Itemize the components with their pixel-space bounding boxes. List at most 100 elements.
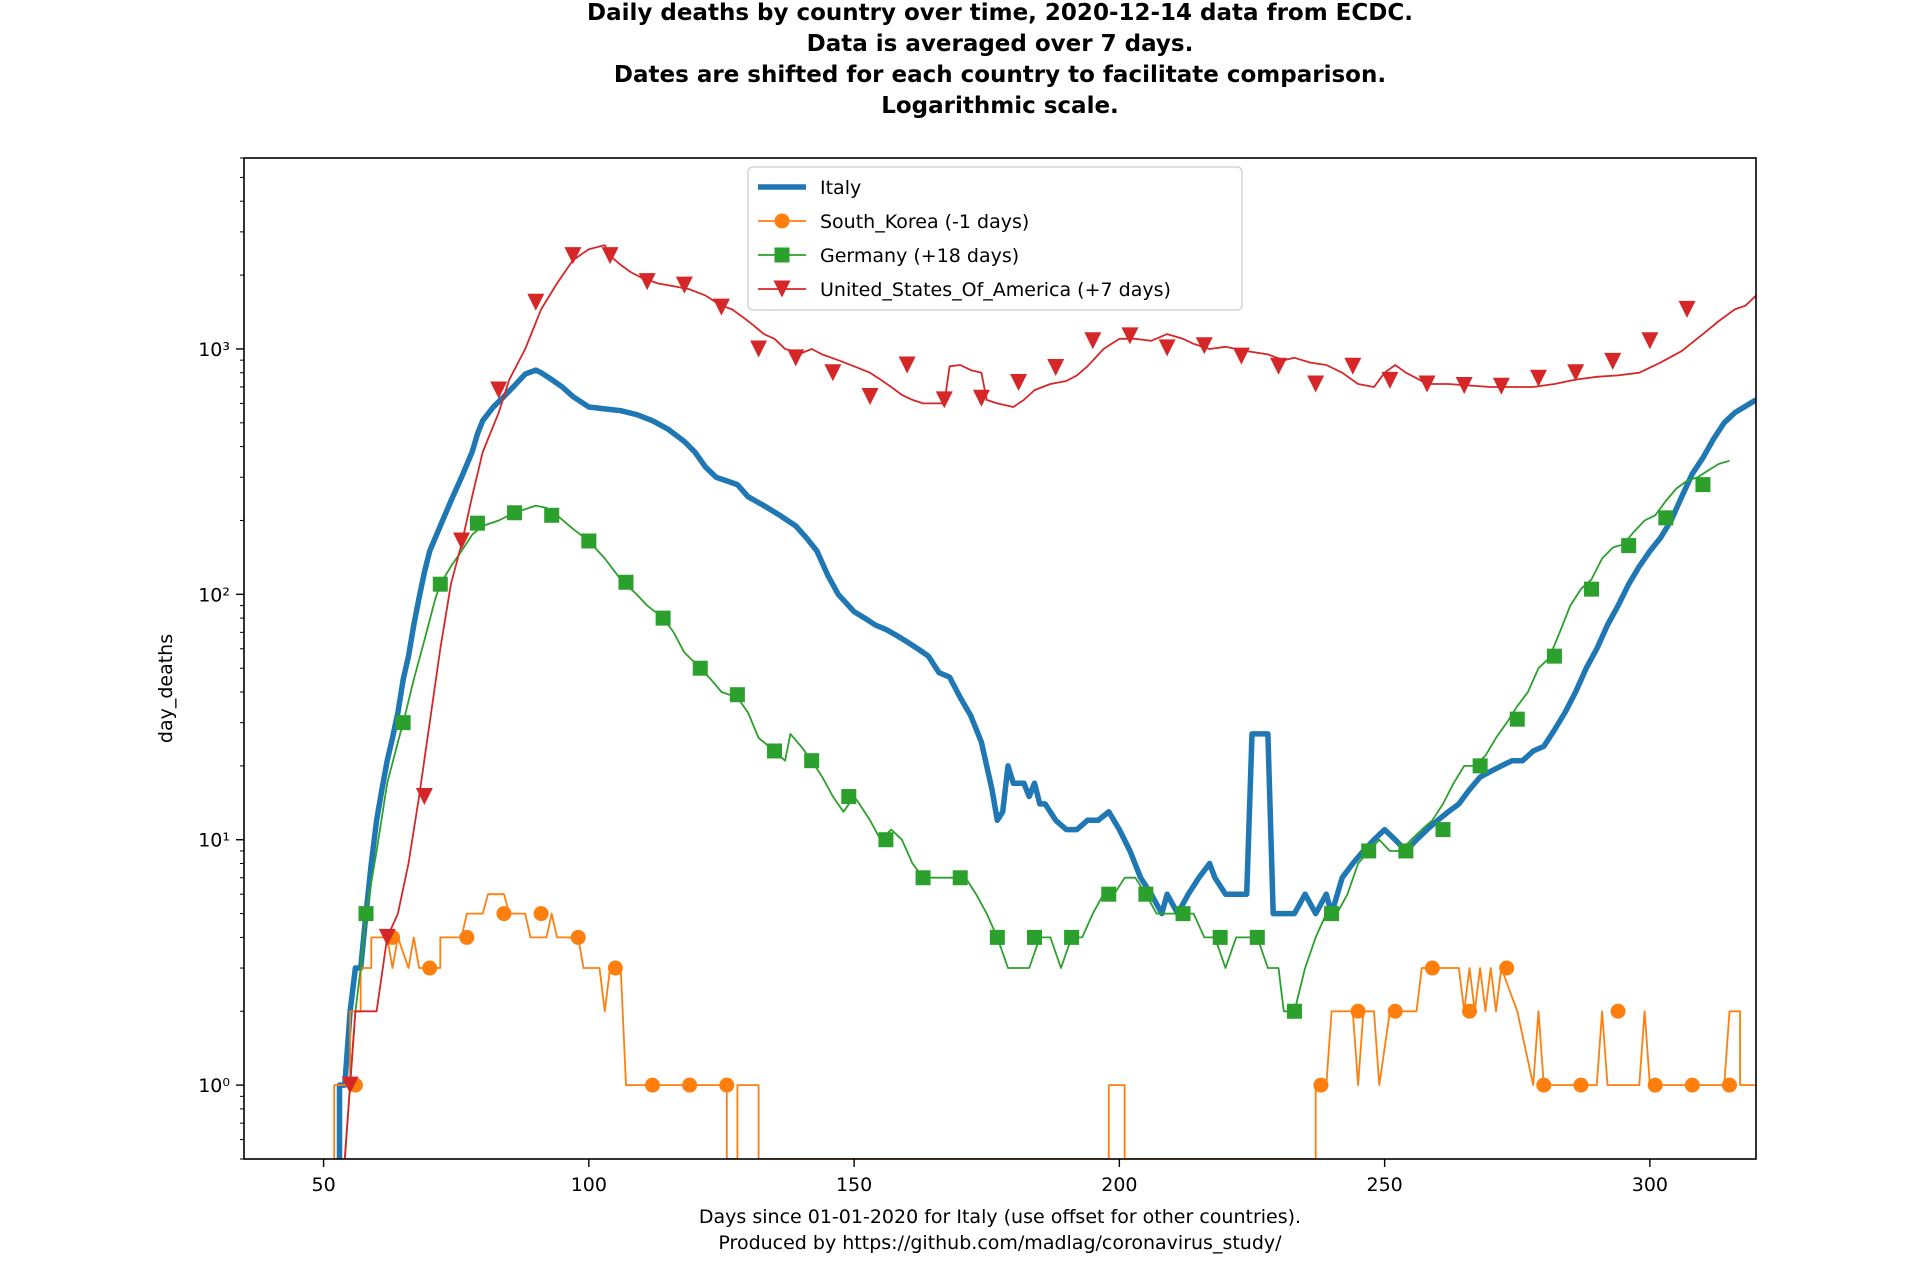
data-point [1529,369,1547,387]
x-tick-label: 150 [836,1174,872,1196]
data-point [1610,1003,1626,1019]
data-point [898,356,916,374]
series-united-states-of-america [341,244,1756,1159]
data-point [1286,1003,1302,1019]
data-point [607,960,623,976]
data-point [1249,929,1265,945]
data-point [1604,352,1622,370]
legend-label: South_Korea (-1 days) [820,211,1029,233]
x-tick-label: 300 [1632,1174,1668,1196]
y-axis: 10⁰ 10¹ 10² 10³ [198,157,244,1160]
data-point [878,832,894,848]
series-italy [336,367,1756,1159]
data-point [1307,375,1325,393]
data-point [1658,510,1674,526]
data-point [1536,1077,1552,1093]
legend-item-italy[interactable]: Italy [758,177,861,199]
series-line [343,459,1730,1159]
data-point [719,1077,735,1093]
data-point [861,388,879,406]
data-point [601,247,619,265]
data-point [1195,337,1213,355]
legend-item-south-korea[interactable]: South_Korea (-1 days) [758,211,1029,233]
data-point [952,870,968,886]
x-tick-label: 50 [311,1174,335,1196]
data-point [1313,1077,1329,1093]
data-point [915,870,931,886]
data-point [1678,300,1696,318]
legend-item-united-states-of-america[interactable]: United_States_Of_America (+7 days) [758,279,1171,301]
series-line [333,893,1756,1159]
data-point [692,660,708,676]
data-point [787,349,805,367]
data-point [581,533,597,549]
x-axis-label-line: Produced by https://github.com/madlag/co… [718,1232,1282,1254]
y-tick-label: 10¹ [198,830,230,852]
data-point [1695,477,1711,493]
legend-box [747,166,1243,311]
data-point [469,515,485,531]
y-axis-label: day_deaths [155,634,177,743]
data-point [1010,373,1028,391]
data-point [935,391,953,409]
x-tick-label: 200 [1101,1174,1137,1196]
x-axis: 50 100 150 200 250 300 [311,1159,1668,1196]
data-point [453,532,471,550]
data-point [1344,357,1362,375]
data-point [1138,886,1154,902]
data-point [841,789,857,805]
title-line: Logarithmic scale. [881,93,1119,119]
legend-marker [774,247,790,263]
data-point [378,928,396,946]
data-point [675,276,693,294]
data-point [1684,1077,1700,1093]
data-point [570,929,586,945]
data-point [490,381,508,399]
data-point [1212,929,1228,945]
data-point [422,960,438,976]
data-point [1084,332,1102,350]
data-point [712,298,730,316]
data-point [1026,929,1042,945]
data-point [1418,375,1436,393]
data-point [1381,371,1399,389]
legend[interactable]: Italy South_Korea (-1 days) Germany (+18 d… [747,166,1243,311]
data-point [1350,1003,1366,1019]
data-point [496,906,512,922]
data-point [750,340,768,358]
data-point [1567,364,1585,382]
data-point [1435,822,1451,838]
data-point [1232,347,1250,365]
data-point [682,1077,698,1093]
data-point [1361,843,1377,859]
series-line [336,367,1756,1159]
data-point [1424,960,1440,976]
data-point [459,929,475,945]
data-point [1721,1077,1737,1093]
data-point [432,576,448,592]
data-point [415,788,433,806]
data-point [564,247,582,265]
series-germany [343,459,1730,1159]
data-point [395,715,411,731]
data-point [645,1077,661,1093]
data-point [655,610,671,626]
title-line: Dates are shifted for each country to fa… [614,62,1386,88]
data-point [1546,648,1562,664]
data-point [729,687,745,703]
data-point [972,389,990,407]
legend-marker [774,213,790,229]
title-line: Data is averaged over 7 days. [807,31,1194,57]
data-point [1101,886,1117,902]
x-tick-label: 250 [1366,1174,1402,1196]
x-tick-label: 100 [571,1174,607,1196]
legend-item-germany[interactable]: Germany (+18 days) [758,245,1019,267]
data-point [544,507,560,523]
data-point [1047,359,1065,377]
x-axis-label: Days since 01-01-2020 for Italy (use off… [699,1206,1301,1254]
data-point [1398,843,1414,859]
legend-marker [773,280,791,298]
data-point [767,743,783,759]
data-point [1064,929,1080,945]
